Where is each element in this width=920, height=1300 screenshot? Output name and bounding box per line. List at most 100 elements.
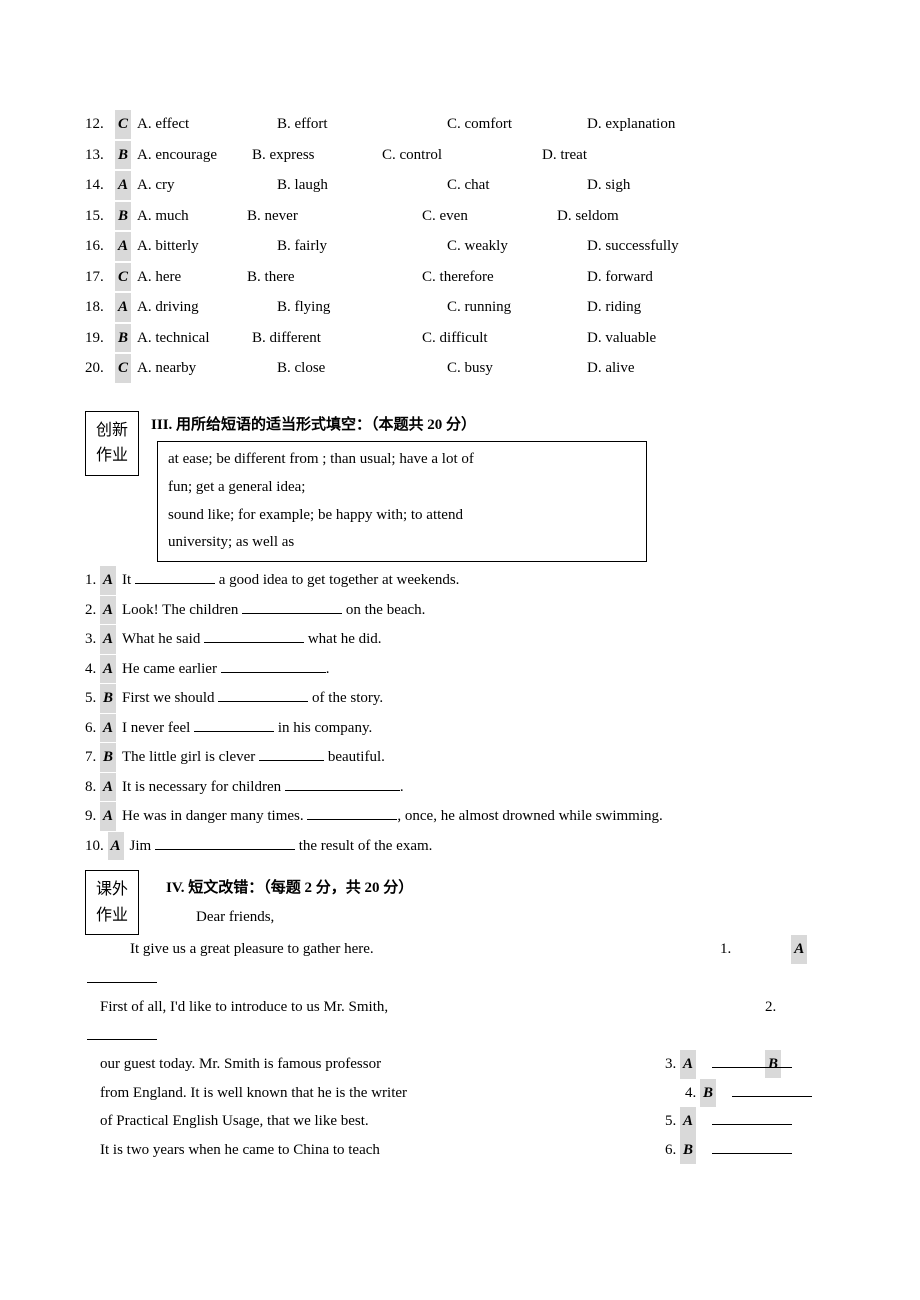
bank-line: at ease; be different from ; than usual;…	[168, 446, 636, 474]
option-b: B. laugh	[277, 171, 447, 200]
question-pre: It	[122, 572, 135, 588]
answer-box: A	[100, 773, 116, 802]
section-4-titlewrap: IV. 短文改错：（每题 2 分，共 20 分） Dear friends,	[151, 874, 413, 931]
answer-box: A	[791, 935, 807, 964]
answer-box: A	[100, 625, 116, 654]
error-line: from England. It is well known that he i…	[85, 1079, 835, 1108]
error-block: It give us a great pleasure to gather he…	[85, 935, 835, 983]
answer-box: B	[700, 1079, 716, 1108]
blank[interactable]	[155, 835, 295, 850]
question-number: 2.	[85, 602, 100, 618]
option-d: D. treat	[542, 141, 587, 170]
error-block: of Practical English Usage, that we like…	[85, 1107, 835, 1136]
error-line: First of all, I'd like to introduce to u…	[85, 993, 835, 1022]
option-c: C. chat	[447, 171, 587, 200]
fill-row: 7. BThe little girl is clever beautiful.	[85, 743, 835, 772]
option-a: A. effect	[137, 110, 277, 139]
option-b: B. different	[252, 324, 422, 353]
option-a: A. encourage	[137, 141, 252, 170]
answer-box: A	[680, 1050, 696, 1079]
blank[interactable]	[242, 599, 342, 614]
label-line: 课外	[96, 877, 128, 903]
question-number: 12.	[85, 110, 115, 139]
answer-box: A	[100, 655, 116, 684]
error-line: of Practical English Usage, that we like…	[85, 1107, 835, 1136]
question-number: 16.	[85, 232, 115, 261]
question-number: 18.	[85, 293, 115, 322]
blank[interactable]	[135, 569, 215, 584]
section-3-header: 创新 作业 III. 用所给短语的适当形式填空：（本题共 20 分） at ea…	[85, 411, 835, 563]
answer-box: B	[115, 141, 131, 170]
bank-line: fun; get a general idea;	[168, 474, 636, 502]
question-number: 8.	[85, 779, 100, 795]
question-number: 6.	[85, 720, 100, 736]
answer-box: A	[115, 171, 131, 200]
mc-row: 16.AA. bitterlyB. fairlyC. weaklyD. succ…	[85, 232, 835, 261]
answer-box: A	[100, 566, 116, 595]
error-block: our guest today. Mr. Smith is famous pro…	[85, 1050, 835, 1079]
answer-box: A	[115, 293, 131, 322]
question-post: beautiful.	[324, 749, 385, 765]
blank[interactable]	[712, 1139, 792, 1154]
mc-row: 17.CA. hereB. thereC. thereforeD. forwar…	[85, 263, 835, 292]
option-a: A. here	[137, 263, 247, 292]
error-line: our guest today. Mr. Smith is famous pro…	[85, 1050, 835, 1079]
mc-row: 12.CA. effectB. effortC. comfortD. expla…	[85, 110, 835, 139]
option-d: D. forward	[587, 263, 653, 292]
bank-line: university; as well as	[168, 529, 636, 557]
question-number: 19.	[85, 324, 115, 353]
blank[interactable]	[285, 776, 400, 791]
option-c: C. busy	[447, 354, 587, 383]
fill-row: 8. AIt is necessary for children .	[85, 773, 835, 802]
question-pre: He was in danger many times.	[122, 808, 307, 824]
fill-row: 4. A He came earlier .	[85, 655, 835, 684]
blank[interactable]	[194, 717, 274, 732]
label-line: 作业	[96, 443, 128, 469]
section-3-label: 创新 作业	[85, 411, 139, 476]
mc-row: 15.BA. muchB. neverC. evenD. seldom	[85, 202, 835, 231]
mc-row: 13.BA. encourageB. expressC. controlD. t…	[85, 141, 835, 170]
mc-row: 18.AA. drivingB. flyingC. runningD. ridi…	[85, 293, 835, 322]
answer-box: A	[100, 714, 116, 743]
fill-row: 6. AI never feel in his company.	[85, 714, 835, 743]
error-text: It give us a great pleasure to gather he…	[85, 935, 374, 964]
fill-section: 1. AIt a good idea to get together at we…	[85, 566, 835, 860]
question-number: 4.	[85, 661, 100, 677]
question-number: 14.	[85, 171, 115, 200]
blank[interactable]	[259, 746, 324, 761]
option-c: C. weakly	[447, 232, 587, 261]
blank[interactable]	[712, 1110, 792, 1125]
error-block: First of all, I'd like to introduce to u…	[85, 993, 835, 1041]
blank[interactable]	[307, 805, 397, 820]
fill-row: 10. AJim the result of the exam.	[85, 832, 835, 861]
question-number: 3.	[85, 631, 100, 647]
question-number: 20.	[85, 354, 115, 383]
answer-box: B	[100, 743, 116, 772]
blank[interactable]	[204, 628, 304, 643]
option-a: A. bitterly	[137, 232, 277, 261]
question-number: 17.	[85, 263, 115, 292]
blank[interactable]	[732, 1082, 812, 1097]
mc-row: 20.CA. nearbyB. closeC. busyD. alive	[85, 354, 835, 383]
question-pre: He came earlier	[122, 661, 221, 677]
option-a: A. technical	[137, 324, 252, 353]
question-number: 10.	[85, 838, 108, 854]
option-d: D. sigh	[587, 171, 630, 200]
blank[interactable]	[218, 687, 308, 702]
question-post: what he did.	[304, 631, 381, 647]
question-post: .	[400, 779, 404, 795]
question-number: 1.	[85, 572, 100, 588]
question-post: the result of the exam.	[295, 838, 432, 854]
mc-row: 19.BA. technicalB. differentC. difficult…	[85, 324, 835, 353]
mc-section: 12.CA. effectB. effortC. comfortD. expla…	[85, 110, 835, 383]
error-block: from England. It is well known that he i…	[85, 1079, 835, 1108]
question-pre: Jim	[130, 838, 155, 854]
question-pre: What he said	[122, 631, 204, 647]
error-number-group: 6. B	[665, 1136, 792, 1165]
question-post: .	[326, 661, 330, 677]
error-number-group: 4. B	[685, 1079, 812, 1108]
blank[interactable]	[712, 1053, 792, 1068]
answer-box: B	[115, 202, 131, 231]
blank[interactable]	[221, 658, 326, 673]
option-d: D. explanation	[587, 110, 675, 139]
